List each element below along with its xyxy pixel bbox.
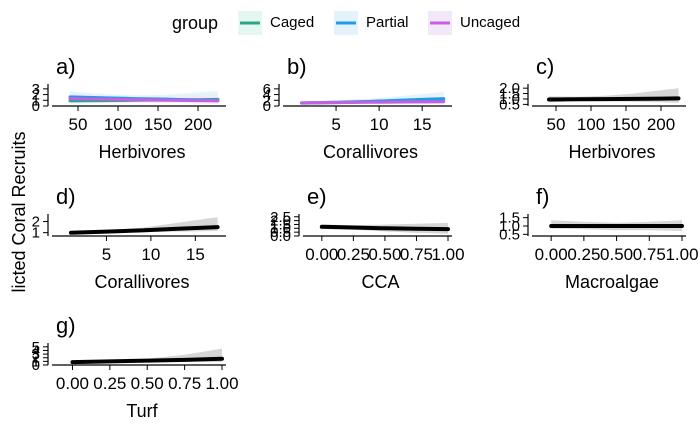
legend-title: group [172, 13, 218, 33]
x-tick-label: 0.50 [600, 245, 633, 264]
x-tick-label: 10 [141, 245, 160, 264]
y-tick-label: 1.5 [499, 86, 520, 103]
x-tick-label: 200 [184, 115, 212, 134]
x-tick-label: 0.25 [93, 374, 126, 393]
panel-d: d) 5 10 15 12 Corallivores [32, 184, 226, 292]
panel-tag: f) [536, 184, 549, 209]
y-tick-label: 0.5 [270, 224, 291, 241]
x-axis-title: Corallivores [94, 272, 189, 292]
x-tick-label: 1.00 [431, 245, 464, 264]
panel-tag: a) [56, 54, 76, 79]
x-tick-label: 50 [547, 115, 566, 134]
y-tick-label: 3 [32, 81, 40, 98]
x-axis-title: Herbivores [98, 142, 185, 162]
y-tick-label: 4 [263, 87, 271, 104]
x-axis-title: Macroalgae [565, 272, 659, 292]
panel-c: c) 50 100 150 200 0.51.01.52.0 Herbivores [499, 54, 686, 162]
y-tick-label: 2 [32, 87, 40, 104]
panel-tag: g) [56, 313, 76, 338]
x-tick-label: 5 [331, 115, 340, 134]
legend: group Caged Partial Uncaged [172, 11, 520, 35]
x-tick-label: 15 [186, 245, 205, 264]
series-line-fit [547, 96, 681, 102]
x-tick-label: 0.00 [56, 374, 89, 393]
panel-e: e) 0.000.250.500.751.00 0.00.51.01.52.02.5… [270, 184, 464, 292]
x-tick-label: 0.75 [168, 374, 201, 393]
y-tick-label: 4 [32, 342, 40, 359]
y-tick-label: 1.5 [270, 216, 291, 233]
series-line-uncaged [68, 97, 220, 103]
x-tick-label: 0.00 [535, 245, 568, 264]
x-tick-label: 150 [144, 115, 172, 134]
y-tick-label: 1 [32, 92, 40, 109]
y-tick-label: 1.0 [499, 91, 520, 108]
panel-f: f) 0.00 0.25 0.50 0.75 1.00 0.51.01.5 Macroalga… [499, 184, 698, 292]
legend-entry-caged: Caged [238, 11, 314, 35]
y-tick-label: 2 [32, 350, 40, 367]
y-tick-label: 6 [263, 81, 271, 98]
series-line-fit [68, 225, 220, 235]
series-line-fit [70, 356, 224, 365]
x-tick-label: 10 [370, 115, 389, 134]
legend-entry-partial: Partial [334, 11, 409, 35]
x-tick-label: 0.75 [400, 245, 433, 264]
legend-label-uncaged: Uncaged [460, 14, 520, 31]
x-tick-label: 50 [69, 115, 88, 134]
y-tick-label: 3 [32, 346, 40, 363]
panel-tag: e) [307, 184, 327, 209]
x-tick-label: 200 [647, 115, 675, 134]
legend-label-caged: Caged [270, 14, 314, 31]
x-tick-label: 100 [577, 115, 605, 134]
y-tick-label: 2.0 [270, 213, 291, 230]
x-tick-label: 1.00 [205, 374, 238, 393]
y-tick-label: 0 [32, 98, 40, 115]
x-tick-label: 0.25 [337, 245, 370, 264]
x-axis-title: CCA [361, 272, 399, 292]
y-tick-label: 1.0 [270, 220, 291, 237]
y-tick-label: 2.0 [499, 80, 520, 97]
x-tick-label: 0.50 [131, 374, 164, 393]
y-tick-label: 5 [32, 339, 40, 356]
x-tick-label: 0.00 [305, 245, 338, 264]
y-tick-label: 2 [32, 214, 40, 231]
series-line-uncaged [300, 100, 446, 105]
series-line-fit [319, 224, 450, 232]
x-tick-label: 15 [413, 115, 432, 134]
y-tick-label: 2 [263, 92, 271, 109]
y-tick-label: 1.5 [499, 210, 520, 227]
x-axis-title: Corallivores [323, 142, 418, 162]
y-tick-label: 1.0 [499, 218, 520, 235]
legend-label-partial: Partial [366, 14, 409, 31]
y-tick-label: 1 [32, 353, 40, 370]
y-axis-label: licted Coral Recruits [9, 131, 29, 292]
x-axis-title: Turf [126, 401, 158, 421]
panel-tag: b) [287, 54, 307, 79]
y-tick-label: 2.5 [270, 209, 291, 226]
y-tick-label: 0.5 [499, 226, 520, 243]
panel-tag: d) [56, 184, 76, 209]
y-tick-label: 1 [32, 225, 40, 242]
y-tick-label: 0.5 [499, 96, 520, 113]
y-tick-label: 0 [263, 98, 271, 115]
x-tick-label: 1.00 [665, 245, 698, 264]
panel-tag: c) [536, 54, 554, 79]
x-axis-title: Herbivores [568, 142, 655, 162]
x-tick-label: 0.25 [567, 245, 600, 264]
x-tick-label: 150 [612, 115, 640, 134]
legend-entry-uncaged: Uncaged [428, 11, 520, 35]
x-tick-label: 100 [104, 115, 132, 134]
y-tick-label: 0.0 [270, 228, 291, 245]
x-tick-label: 0.50 [368, 245, 401, 264]
x-tick-label: 0.75 [633, 245, 666, 264]
y-tick-label: 0 [32, 357, 40, 374]
x-tick-label: 5 [102, 245, 111, 264]
